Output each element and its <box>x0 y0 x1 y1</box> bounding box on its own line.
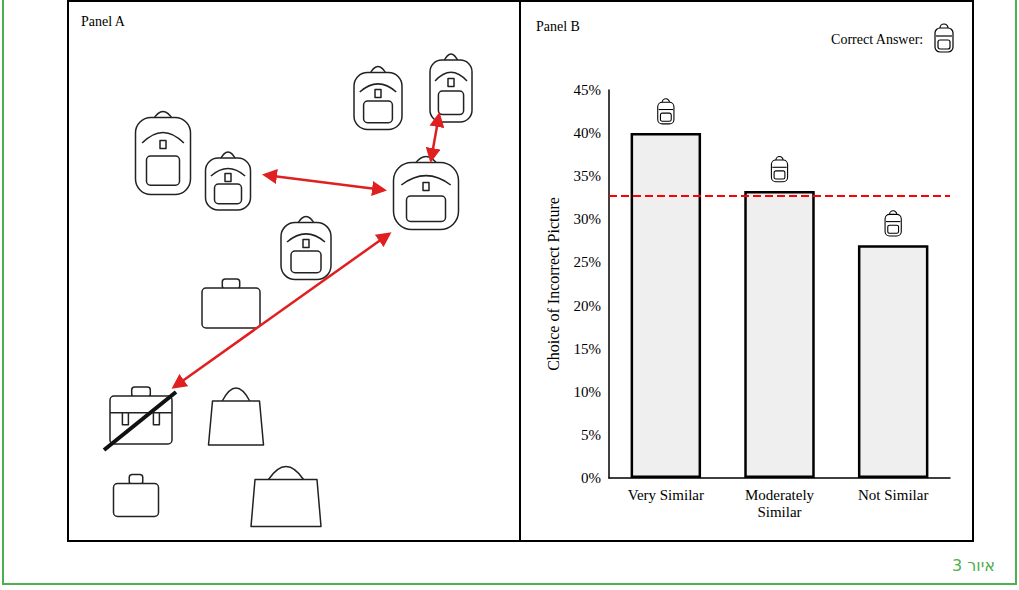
svg-text:15%: 15% <box>574 341 602 357</box>
svg-text:40%: 40% <box>574 125 602 141</box>
svg-text:5%: 5% <box>581 427 601 443</box>
svg-text:Panel B: Panel B <box>536 19 580 34</box>
svg-text:Very Similar: Very Similar <box>628 487 704 503</box>
html-text:איור 3: איור 3 <box>952 556 995 575</box>
svg-text:Panel A: Panel A <box>81 14 126 29</box>
svg-text:25%: 25% <box>574 254 602 270</box>
svg-text:30%: 30% <box>574 211 602 227</box>
svg-text:Correct Answer:: Correct Answer: <box>831 32 923 47</box>
svg-text:Not Similar: Not Similar <box>858 487 928 503</box>
svg-text:20%: 20% <box>574 298 602 314</box>
svg-text:Choice of Incorrect Picture: Choice of Incorrect Picture <box>545 197 562 371</box>
svg-text:10%: 10% <box>574 384 602 400</box>
svg-text:Similar: Similar <box>757 504 801 520</box>
svg-text:Moderately: Moderately <box>745 487 815 503</box>
svg-text:35%: 35% <box>574 168 602 184</box>
svg-text:45%: 45% <box>574 82 602 98</box>
svg-text:0%: 0% <box>581 470 601 486</box>
